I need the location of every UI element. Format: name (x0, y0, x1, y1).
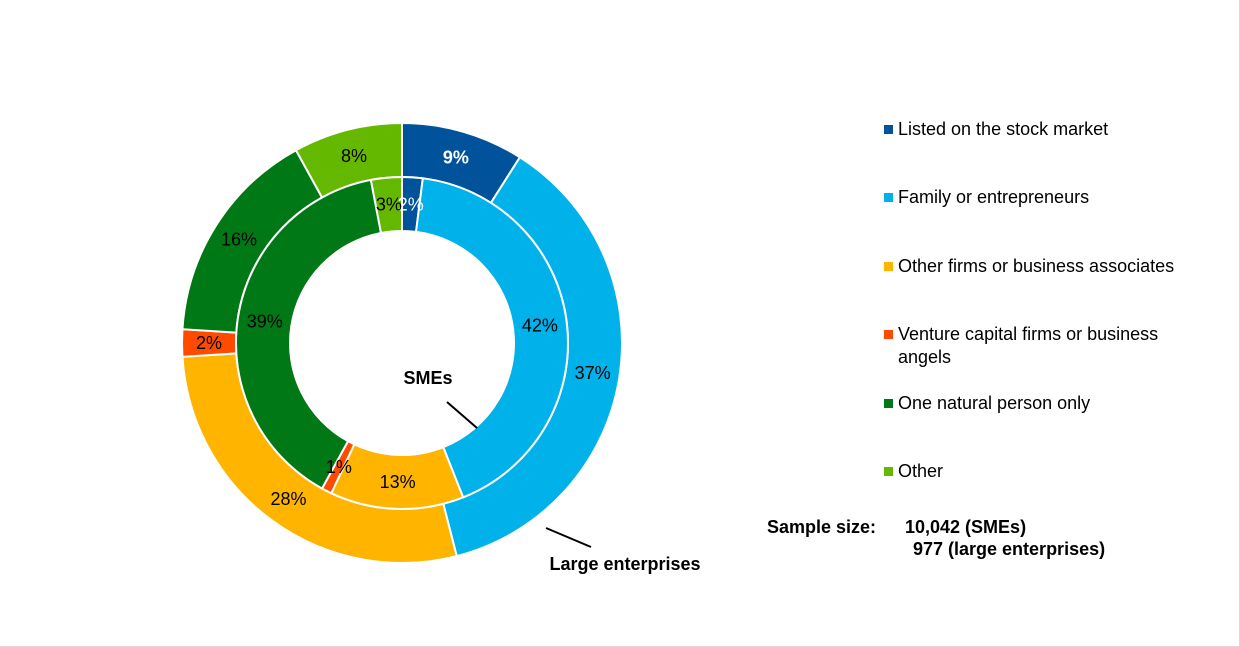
legend-label-venture-capital-firms-or-business-angels: Venture capital firms or business angels (898, 324, 1159, 367)
slice-labels: 2% 42% 13% 1% 39% 3% 9% 37% 28% 2% 16% 8% (196, 146, 611, 509)
inner-slice-label-family-or-entrepreneurs: 42% (522, 316, 558, 336)
outer-slice-label-listed-on-the-stock-market: 9% (443, 148, 469, 168)
legend-swatch-listed-on-the-stock-market (884, 125, 893, 134)
inner-slice-one-natural-person-only (235, 178, 383, 490)
inner-slice-label-one-natural-person-only: 39% (247, 311, 283, 331)
legend-label-listed-on-the-stock-market: Listed on the stock market (898, 119, 1109, 139)
legend-label-one-natural-person-only: One natural person only (898, 393, 1091, 413)
legend-item-listed-on-the-stock-market: Listed on the stock market (884, 118, 1218, 141)
legend-swatch-other-firms-or-business-associates (884, 262, 893, 271)
legend-swatch-family-or-entrepreneurs (884, 193, 893, 202)
inner-slice-family-or-entrepreneurs (414, 177, 569, 499)
donut-chart: 2% 42% 13% 1% 39% 3% 9% 37% 28% 2% 16% 8% SMEs Larg… (180, 121, 701, 574)
legend-item-other: Other (884, 460, 1218, 483)
legend-item-other-firms-or-business-associates: Other firms or business associates (884, 255, 1218, 278)
outer-slice-label-venture-capital-firms-or-business-angels: 2% (196, 333, 222, 353)
smes-leader-line (446, 401, 478, 429)
inner-slice-label-other-firms-or-business-associates: 13% (380, 472, 416, 492)
legend-swatch-venture-capital-firms-or-business-angels (884, 330, 893, 339)
legend-item-one-natural-person-only: One natural person only (884, 392, 1218, 415)
sample-size-label: Sample size: (767, 517, 877, 537)
legend-label-other: Other (898, 461, 944, 481)
legend-label-family-or-entrepreneurs: Family or entrepreneurs (898, 187, 1090, 207)
outer-slice-label-other: 8% (341, 146, 367, 166)
legend-item-family-or-entrepreneurs: Family or entrepreneurs (884, 186, 1218, 209)
outer-slice-label-other-firms-or-business-associates: 28% (271, 489, 307, 509)
legend-item-venture-capital-firms-or-business-angels: Venture capital firms or business angels (884, 323, 1198, 369)
inner-slice-label-listed-on-the-stock-market: 2% (398, 194, 424, 214)
sample-size: Sample size: 10,042 (SMEs) 977 (large en… (767, 516, 1105, 560)
inner-slice-other (369, 175, 403, 235)
inner-slice-label-venture-capital-firms-or-business-angels: 1% (326, 457, 352, 477)
legend-label-other-firms-or-business-associates: Other firms or business associates (898, 256, 1175, 276)
legend-swatch-one-natural-person-only (884, 399, 893, 408)
outer-slice-label-one-natural-person-only: 16% (221, 230, 257, 250)
inner-ring-smes (235, 175, 569, 510)
large-enterprises-leader-line (545, 527, 592, 548)
sample-size-large: 977 (large enterprises) (913, 539, 1106, 559)
large-enterprises-series-label: Large enterprises (549, 554, 700, 574)
inner-slice-label-other: 3% (376, 195, 402, 215)
outer-slice-label-family-or-entrepreneurs: 37% (575, 363, 611, 383)
smes-series-label: SMEs (403, 368, 452, 388)
series-callouts: SMEs Large enterprises (403, 368, 700, 574)
legend-swatch-other (884, 467, 893, 476)
sample-size-smes: 10,042 (SMEs) (905, 517, 1027, 537)
